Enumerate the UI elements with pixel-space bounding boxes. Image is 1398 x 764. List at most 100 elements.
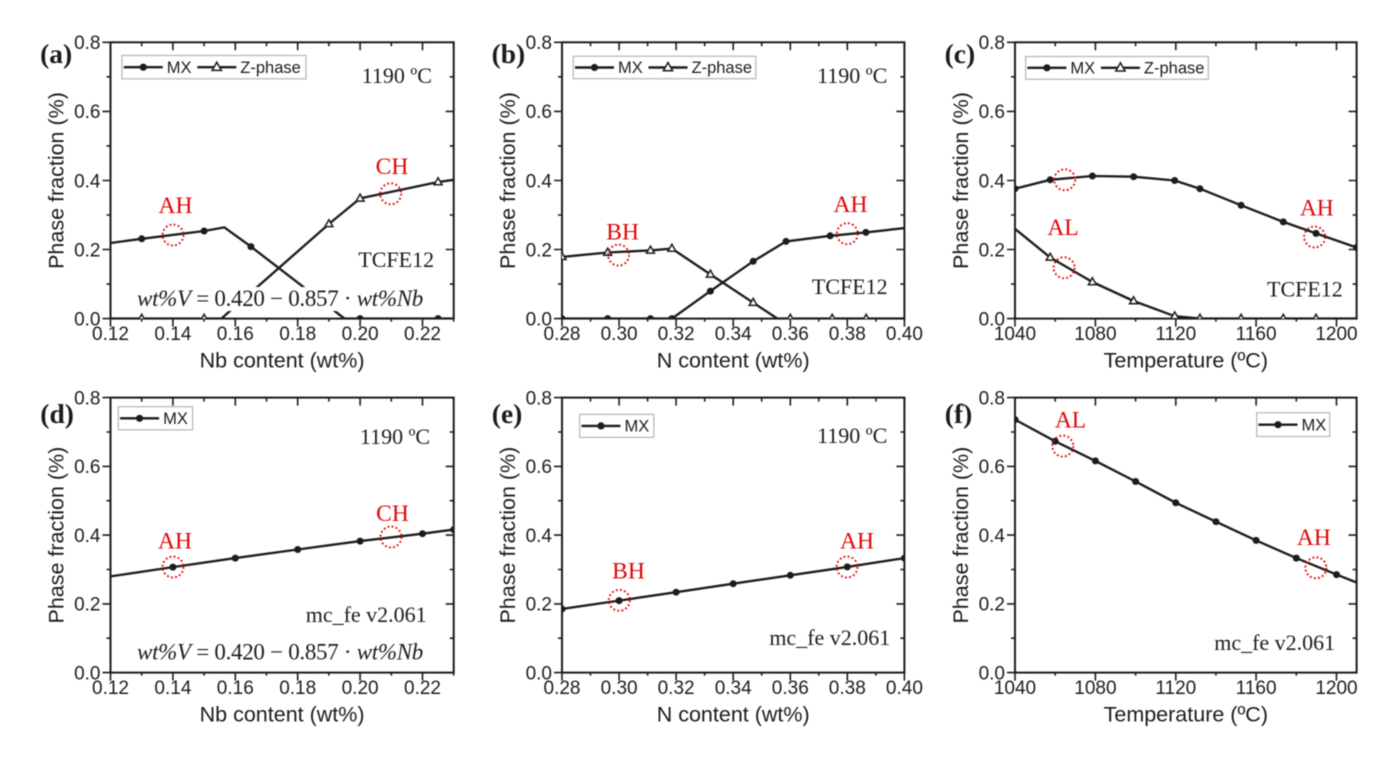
svg-text:0.16: 0.16 — [217, 324, 254, 345]
svg-text:0.32: 0.32 — [658, 678, 695, 699]
svg-text:(c): (c) — [945, 38, 976, 69]
svg-text:0.34: 0.34 — [715, 324, 752, 345]
svg-text:wt%V = 0.420 − 0.857 · wt%Nb: wt%V = 0.420 − 0.857 · wt%Nb — [137, 286, 423, 311]
svg-text:BH: BH — [612, 559, 645, 585]
svg-text:0.22: 0.22 — [404, 678, 441, 699]
svg-text:0.8: 0.8 — [979, 388, 1005, 409]
svg-text:0.8: 0.8 — [526, 33, 552, 54]
svg-text:0.0: 0.0 — [74, 309, 100, 330]
svg-text:BH: BH — [606, 220, 639, 246]
svg-text:AH: AH — [840, 529, 874, 555]
svg-text:0.36: 0.36 — [772, 324, 809, 345]
svg-text:0.14: 0.14 — [154, 324, 191, 345]
svg-text:MX: MX — [167, 59, 192, 77]
svg-text:1080: 1080 — [1074, 678, 1116, 699]
svg-text:AH: AH — [159, 193, 193, 219]
svg-text:N content (wt%): N content (wt%) — [657, 349, 810, 373]
svg-text:0.6: 0.6 — [979, 457, 1005, 478]
svg-text:0.30: 0.30 — [601, 678, 638, 699]
svg-text:AH: AH — [1300, 196, 1334, 222]
svg-text:1190 ºC: 1190 ºC — [362, 63, 432, 88]
svg-text:0.30: 0.30 — [601, 324, 638, 345]
svg-text:0.12: 0.12 — [92, 324, 129, 345]
svg-text:Temperature (ºC): Temperature (ºC) — [1104, 703, 1268, 727]
svg-text:1200: 1200 — [1315, 324, 1357, 345]
svg-text:AL: AL — [1047, 215, 1078, 241]
svg-text:Nb content (wt%): Nb content (wt%) — [200, 349, 365, 373]
svg-text:0.36: 0.36 — [772, 678, 809, 699]
svg-text:0.2: 0.2 — [526, 240, 552, 261]
svg-text:0.8: 0.8 — [979, 33, 1005, 54]
svg-text:mc_fe v2.061: mc_fe v2.061 — [769, 625, 890, 650]
svg-text:0.2: 0.2 — [979, 240, 1005, 261]
svg-text:0.2: 0.2 — [74, 240, 100, 261]
svg-text:0.0: 0.0 — [526, 309, 552, 330]
svg-text:MX: MX — [1302, 417, 1327, 435]
svg-text:0.0: 0.0 — [74, 663, 100, 684]
svg-text:Z-phase: Z-phase — [692, 59, 753, 77]
svg-text:(e): (e) — [492, 398, 523, 429]
svg-text:Temperature (ºC): Temperature (ºC) — [1104, 349, 1268, 373]
svg-text:0.6: 0.6 — [979, 102, 1005, 123]
svg-text:TCFE12: TCFE12 — [1267, 277, 1343, 302]
svg-text:0.6: 0.6 — [74, 102, 100, 123]
svg-text:0.16: 0.16 — [217, 678, 254, 699]
svg-text:0.12: 0.12 — [92, 678, 129, 699]
svg-text:1200: 1200 — [1315, 678, 1357, 699]
svg-text:0.40: 0.40 — [886, 324, 923, 345]
svg-text:0.4: 0.4 — [74, 171, 101, 192]
svg-text:1190 ºC: 1190 ºC — [817, 63, 887, 88]
svg-text:Phase fraction (%): Phase fraction (%) — [45, 447, 69, 624]
svg-text:0.4: 0.4 — [526, 526, 553, 547]
svg-text:0.4: 0.4 — [526, 171, 553, 192]
svg-text:0.14: 0.14 — [154, 678, 191, 699]
svg-text:CH: CH — [376, 154, 409, 180]
svg-text:0.0: 0.0 — [526, 663, 552, 684]
svg-text:0.28: 0.28 — [544, 324, 581, 345]
svg-text:AH: AH — [158, 529, 192, 555]
svg-text:(f): (f) — [945, 398, 972, 429]
svg-text:0.38: 0.38 — [829, 324, 866, 345]
svg-text:0.0: 0.0 — [979, 663, 1005, 684]
svg-text:AH: AH — [834, 192, 868, 218]
svg-text:Z-phase: Z-phase — [1144, 60, 1205, 78]
svg-text:mc_fe v2.061: mc_fe v2.061 — [1214, 630, 1335, 655]
svg-text:Nb content (wt%): Nb content (wt%) — [200, 703, 365, 727]
svg-text:1040: 1040 — [994, 678, 1036, 699]
svg-text:TCFE12: TCFE12 — [812, 274, 888, 299]
svg-text:(a): (a) — [40, 38, 72, 69]
svg-text:1120: 1120 — [1155, 324, 1196, 345]
svg-text:0.34: 0.34 — [715, 678, 752, 699]
svg-text:MX: MX — [1070, 60, 1095, 78]
svg-text:1190 ºC: 1190 ºC — [817, 423, 887, 448]
svg-text:1190 ºC: 1190 ºC — [360, 424, 430, 449]
svg-text:MX: MX — [625, 418, 650, 436]
svg-text:0.0: 0.0 — [979, 309, 1005, 330]
svg-text:0.6: 0.6 — [74, 457, 100, 478]
svg-text:MX: MX — [163, 410, 188, 428]
svg-text:1160: 1160 — [1236, 324, 1277, 345]
svg-text:Phase fraction (%): Phase fraction (%) — [949, 92, 973, 269]
svg-text:0.22: 0.22 — [404, 324, 441, 345]
svg-text:(b): (b) — [492, 38, 526, 69]
svg-text:0.8: 0.8 — [74, 388, 100, 409]
svg-text:wt%V = 0.420 − 0.857 · wt%Nb: wt%V = 0.420 − 0.857 · wt%Nb — [137, 640, 423, 665]
svg-text:0.2: 0.2 — [979, 595, 1005, 616]
svg-text:1160: 1160 — [1236, 678, 1277, 699]
svg-text:0.2: 0.2 — [526, 595, 552, 616]
svg-text:0.4: 0.4 — [979, 526, 1006, 547]
svg-text:0.20: 0.20 — [342, 324, 379, 345]
svg-text:1120: 1120 — [1155, 678, 1196, 699]
svg-text:0.4: 0.4 — [74, 526, 101, 547]
svg-text:1080: 1080 — [1074, 324, 1116, 345]
svg-text:TCFE12: TCFE12 — [358, 247, 434, 272]
svg-text:MX: MX — [618, 59, 643, 77]
svg-text:1040: 1040 — [994, 324, 1036, 345]
svg-text:0.18: 0.18 — [279, 324, 316, 345]
svg-text:AH: AH — [1297, 525, 1331, 551]
svg-text:0.32: 0.32 — [658, 324, 695, 345]
svg-text:0.28: 0.28 — [544, 678, 581, 699]
svg-text:mc_fe v2.061: mc_fe v2.061 — [306, 602, 427, 627]
svg-text:(d): (d) — [40, 398, 74, 429]
svg-text:0.2: 0.2 — [74, 595, 100, 616]
